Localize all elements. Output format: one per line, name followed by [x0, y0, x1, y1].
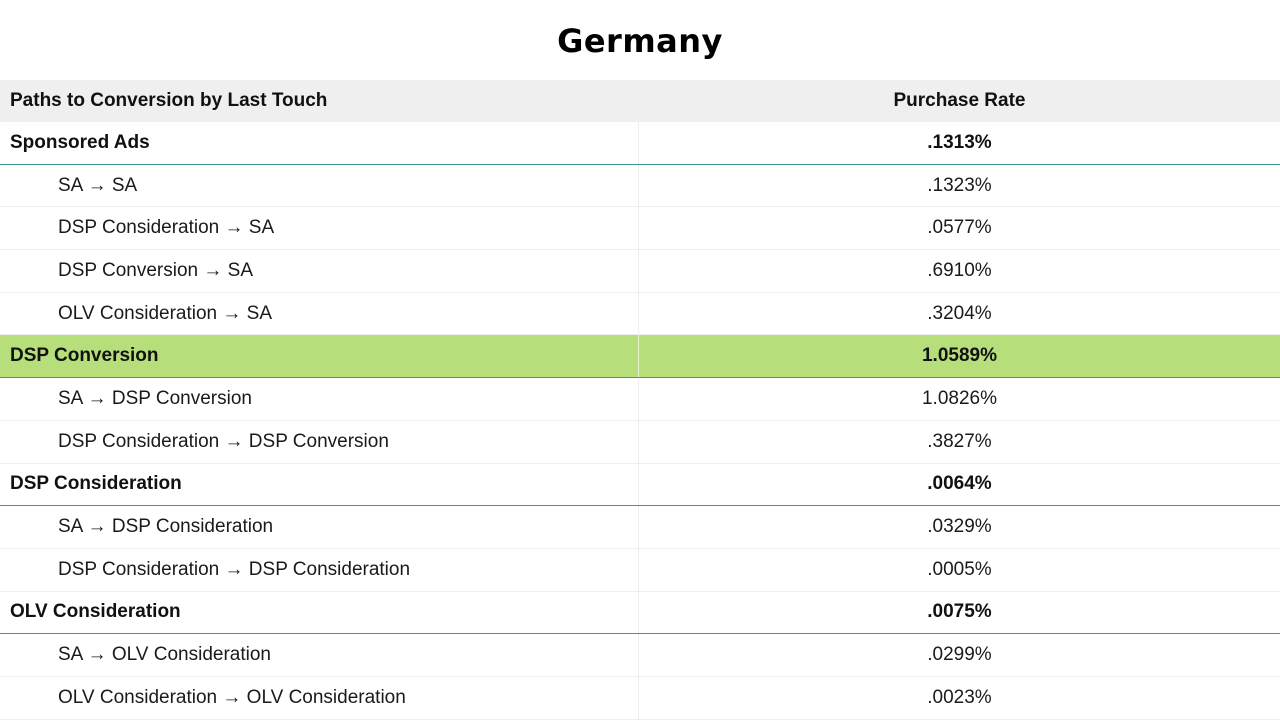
- rate-cell: .0577%: [927, 217, 992, 239]
- path-cell: DSP Consideration → DSP Consideration: [0, 548, 639, 591]
- table-row: DSP Consideration → DSP Conversion .3827…: [0, 420, 1280, 464]
- rate-cell: .0023%: [927, 686, 992, 708]
- rate-cell: .3204%: [927, 302, 992, 324]
- table-group-row: DSP Consideration .0064%: [0, 463, 1280, 507]
- table-row: DSP Consideration → DSP Consideration .0…: [0, 548, 1280, 592]
- path-cell: DSP Conversion → SA: [0, 250, 639, 292]
- path-cell: SA → SA: [0, 164, 639, 207]
- rate-cell: .1313%: [927, 131, 992, 153]
- rate-cell: .6910%: [927, 259, 992, 281]
- path-cell: SA → DSP Conversion: [0, 378, 639, 420]
- rate-cell: .0005%: [927, 558, 992, 580]
- path-cell: DSP Consideration: [0, 463, 639, 506]
- table-row: DSP Conversion → SA .6910%: [0, 250, 1280, 293]
- table-row: OLV Consideration → SA .3204%: [0, 292, 1280, 336]
- column-header-path: Paths to Conversion by Last Touch: [10, 90, 328, 111]
- table-row: OLV Consideration → OLV Consideration .0…: [0, 676, 1280, 720]
- purchase-rate-table: Paths to Conversion by Last Touch Purcha…: [0, 80, 1280, 720]
- path-cell: DSP Consideration → DSP Conversion: [0, 420, 639, 463]
- rate-cell: .0299%: [927, 644, 992, 666]
- path-cell: SA → OLV Consideration: [0, 634, 639, 676]
- rate-cell: 1.0589%: [921, 345, 997, 367]
- path-cell: OLV Consideration → OLV Consideration: [0, 676, 639, 719]
- path-cell: OLV Consideration → SA: [0, 292, 639, 335]
- table-row: SA → SA .1323%: [0, 164, 1280, 208]
- rate-cell: .1323%: [927, 174, 992, 196]
- path-cell: DSP Conversion: [0, 335, 639, 378]
- page-title: Germany: [557, 22, 723, 60]
- column-header-rate: Purchase Rate: [893, 90, 1026, 111]
- rate-cell: .3827%: [927, 430, 992, 452]
- table-row: SA → DSP Consideration .0329%: [0, 506, 1280, 549]
- table-row: SA → OLV Consideration .0299%: [0, 634, 1280, 677]
- table-row: SA → DSP Conversion 1.0826%: [0, 378, 1280, 421]
- path-cell: Sponsored Ads: [0, 122, 639, 164]
- table-group-row: DSP Conversion 1.0589%: [0, 335, 1280, 379]
- table-group-row: Sponsored Ads .1313%: [0, 122, 1280, 165]
- path-cell: OLV Consideration: [0, 591, 639, 634]
- path-cell: SA → DSP Consideration: [0, 506, 639, 548]
- rate-cell: .0075%: [927, 601, 992, 623]
- rate-cell: 1.0826%: [921, 387, 997, 409]
- rate-cell: .0329%: [927, 516, 992, 538]
- table-row: DSP Consideration → SA .0577%: [0, 207, 1280, 251]
- table-header-row: Paths to Conversion by Last Touch Purcha…: [0, 80, 1280, 122]
- rate-cell: .0064%: [927, 473, 992, 495]
- path-cell: DSP Consideration → SA: [0, 207, 639, 250]
- table-group-row: OLV Consideration .0075%: [0, 591, 1280, 635]
